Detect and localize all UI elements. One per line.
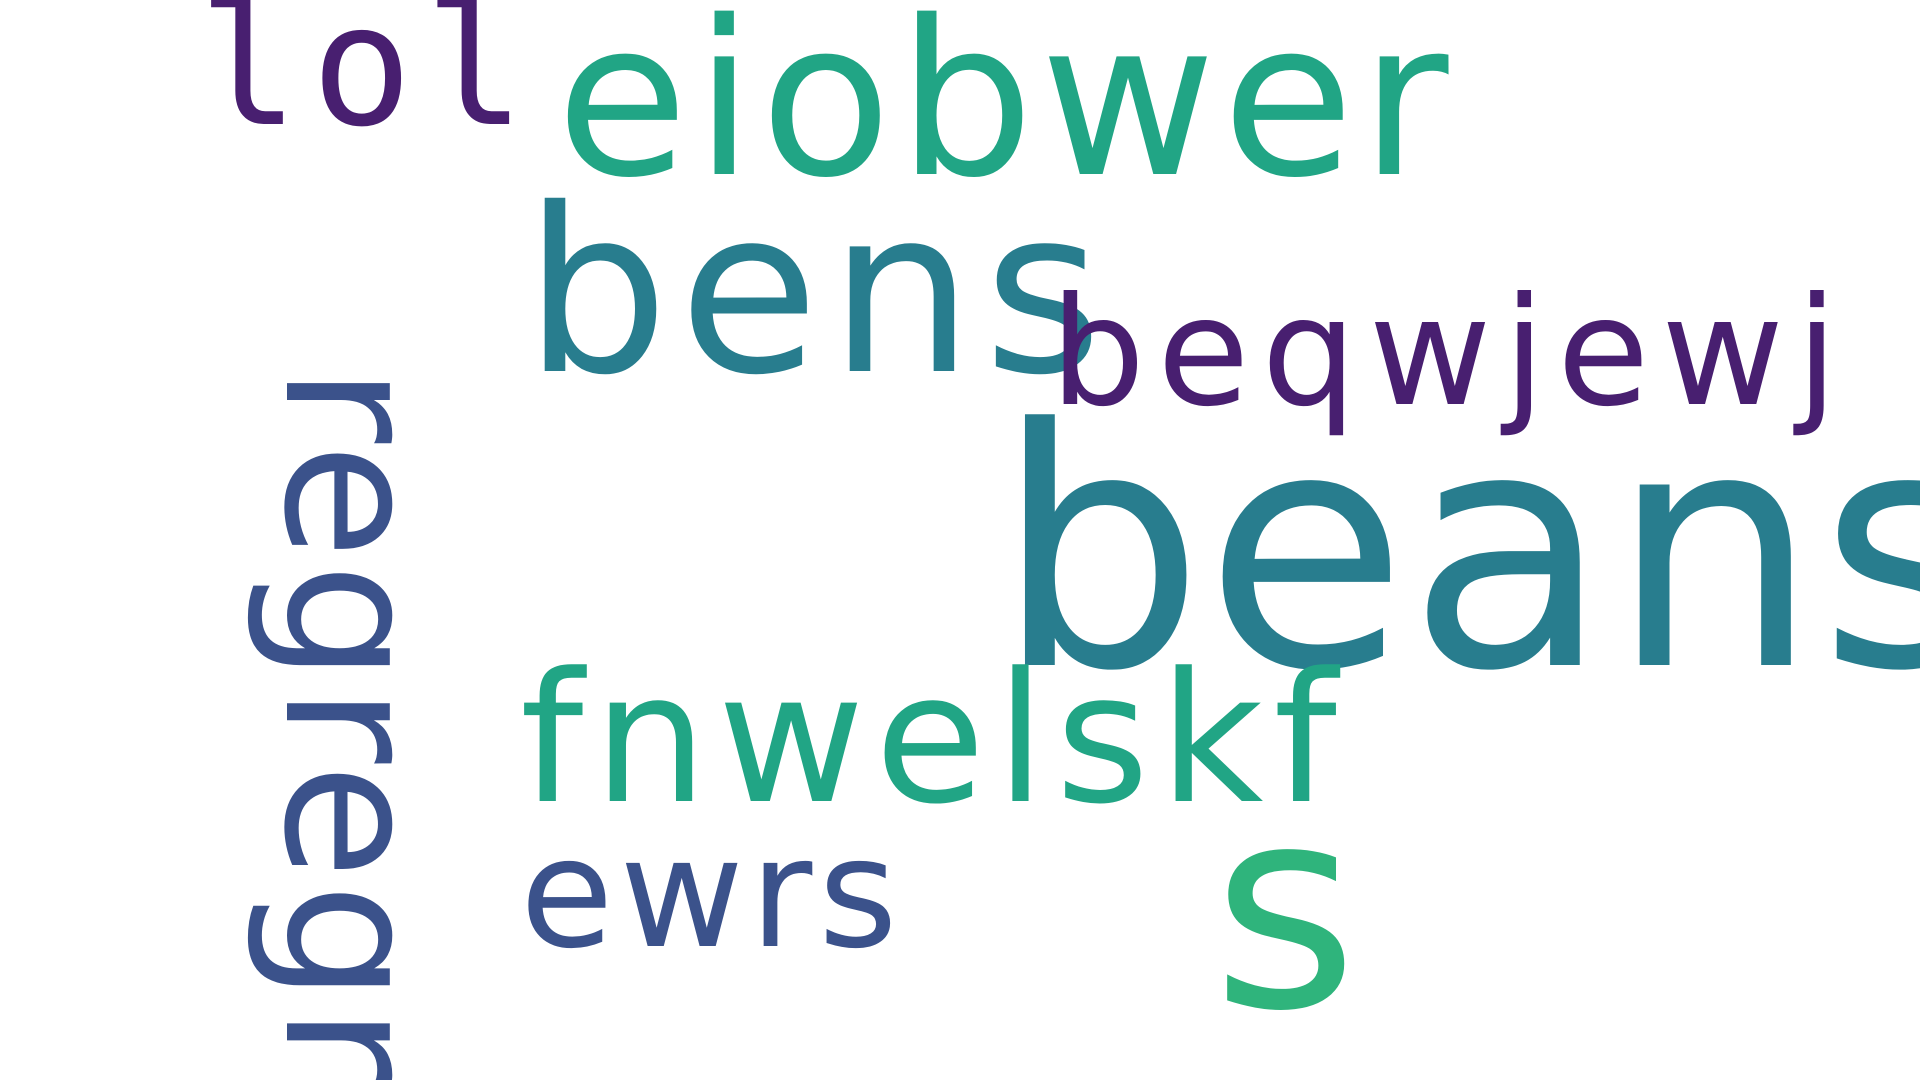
word-s: s: [1212, 747, 1358, 1073]
word-beans: beans: [995, 359, 1920, 743]
word-regregr: regregr: [242, 366, 461, 1080]
word-ewrs: ewrs: [520, 805, 904, 982]
word-beqwjewj: beqwjewj: [1050, 266, 1850, 440]
word-fnwelskf: fnwelskf: [520, 635, 1347, 844]
word-eiobwer: eiobwer: [556, 0, 1455, 225]
word-bens: bens: [524, 159, 1113, 425]
word-lol: lol: [198, 0, 538, 164]
